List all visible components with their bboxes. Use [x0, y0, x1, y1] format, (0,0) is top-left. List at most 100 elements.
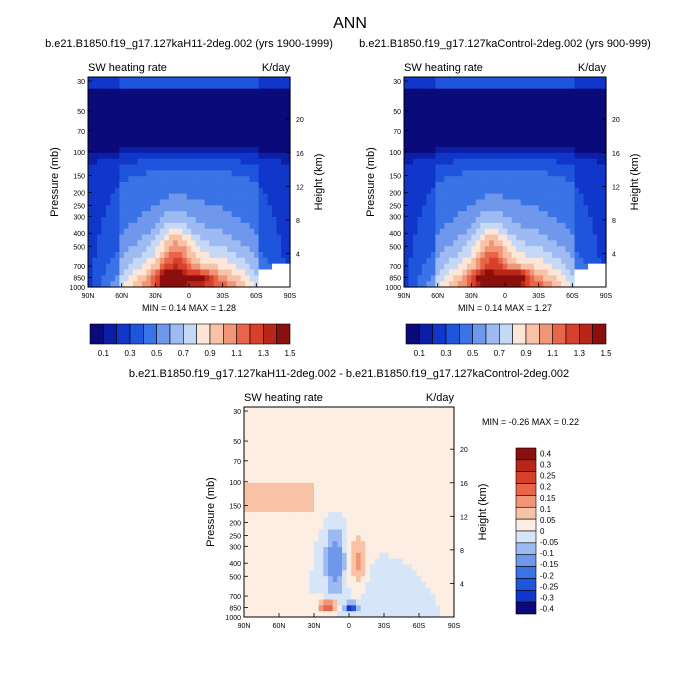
heatmap-cell [493, 211, 499, 218]
heatmap-cell [365, 482, 371, 490]
heatmap-cell [444, 77, 450, 84]
heatmap-cell [426, 500, 432, 507]
heatmap-cell [254, 129, 260, 136]
heatmap-cell [119, 152, 125, 160]
heatmap-cell [370, 494, 376, 501]
heatmap-cell [360, 541, 366, 548]
heatmap-cell [565, 100, 571, 107]
heatmap-cell [412, 158, 419, 166]
heatmap-cell [88, 82, 94, 90]
heatmap-cell [262, 512, 268, 519]
heatmap-cell [440, 547, 446, 554]
heatmap-cell [430, 129, 437, 136]
heatmap-cell [253, 558, 259, 566]
heatmap-cell [360, 552, 366, 560]
heatmap-cell [150, 217, 156, 224]
heatmap-cell [393, 541, 399, 548]
heatmap-cell [457, 147, 463, 154]
heatmap-cell [177, 252, 183, 259]
heatmap-cell [101, 252, 107, 259]
heatmap-cell [388, 488, 394, 496]
heatmap-cell [547, 281, 553, 288]
heatmap-cell [365, 512, 371, 519]
heatmap-cell [365, 529, 371, 536]
heatmap-cell [314, 447, 320, 455]
heatmap-cell [466, 112, 472, 119]
heatmap-cell [248, 407, 254, 414]
heatmap-cell [430, 252, 437, 259]
heatmap-cell [592, 158, 598, 166]
heatmap-cell [393, 570, 399, 577]
heatmap-cell [370, 453, 376, 461]
heatmap-cell [493, 205, 499, 212]
heatmap-cell [547, 252, 553, 259]
heatmap-cell [398, 407, 404, 414]
heatmap-cell [449, 465, 455, 472]
heatmap-cell [511, 234, 517, 241]
heatmap-cell [114, 94, 121, 101]
heatmap-cell [430, 447, 436, 455]
heatmap-cell [267, 471, 273, 478]
heatmap-cell [168, 77, 174, 84]
heatmap-cell [561, 240, 567, 247]
heatmap-cell [453, 205, 459, 212]
heatmap-cell [281, 442, 287, 449]
heatmap-cell [457, 222, 463, 230]
heatmap-cell [258, 587, 264, 595]
heatmap-cell [281, 570, 287, 577]
heatmap-cell [218, 193, 224, 201]
heatmap-cell [318, 611, 324, 618]
heatmap-cell [448, 240, 454, 247]
heatmap-cell [141, 275, 147, 282]
heatmap-cell [227, 263, 233, 271]
heatmap-cell [601, 228, 607, 236]
heatmap-cell [356, 517, 362, 525]
heatmap-cell [300, 517, 306, 525]
heatmap-cell [281, 152, 287, 160]
heatmap-cell [159, 135, 165, 142]
heatmap-cell [159, 88, 165, 96]
heatmap-cell [538, 269, 544, 276]
heatmap-cell [337, 459, 343, 466]
heatmap-cell [105, 263, 112, 271]
heatmap-cell [374, 453, 380, 461]
heatmap-cell [272, 482, 278, 490]
heatmap-cell [150, 222, 156, 230]
heatmap-cell [155, 164, 161, 171]
heatmap-cell [570, 164, 576, 171]
heatmap-cell [561, 147, 567, 154]
heatmap-cell [516, 275, 522, 282]
heatmap-cell [588, 164, 594, 171]
heatmap-cell [123, 252, 129, 259]
heatmap-cell [408, 199, 414, 206]
heatmap-cell [218, 263, 224, 271]
heatmap-cell [484, 123, 490, 131]
heatmap-cell [222, 164, 228, 171]
heatmap-cell [574, 257, 580, 265]
heatmap-cell [263, 222, 269, 230]
heatmap-cell [579, 88, 585, 96]
heatmap-cell [272, 407, 278, 414]
heatmap-cell [475, 187, 481, 195]
heatmap-cell [150, 246, 156, 253]
heatmap-cell [402, 517, 408, 525]
heatmap-cell [318, 418, 324, 426]
heatmap-cell [416, 453, 422, 461]
heatmap-cell [520, 112, 526, 119]
heatmap-cell [430, 281, 437, 288]
heatmap-cell [484, 252, 490, 259]
heatmap-cell [417, 217, 423, 224]
heatmap-cell [404, 205, 410, 212]
heatmap-cell [244, 535, 250, 542]
heatmap-cell [583, 164, 589, 171]
heatmap-cell [168, 88, 174, 96]
heatmap-cell [155, 100, 161, 107]
heatmap-cell [276, 465, 282, 472]
panel1-units-label: K/day [262, 62, 291, 74]
heatmap-cell [96, 246, 103, 253]
heatmap-cell [173, 158, 179, 166]
heatmap-cell [231, 129, 237, 136]
heatmap-cell [388, 517, 394, 525]
heatmap-cell [398, 506, 404, 513]
